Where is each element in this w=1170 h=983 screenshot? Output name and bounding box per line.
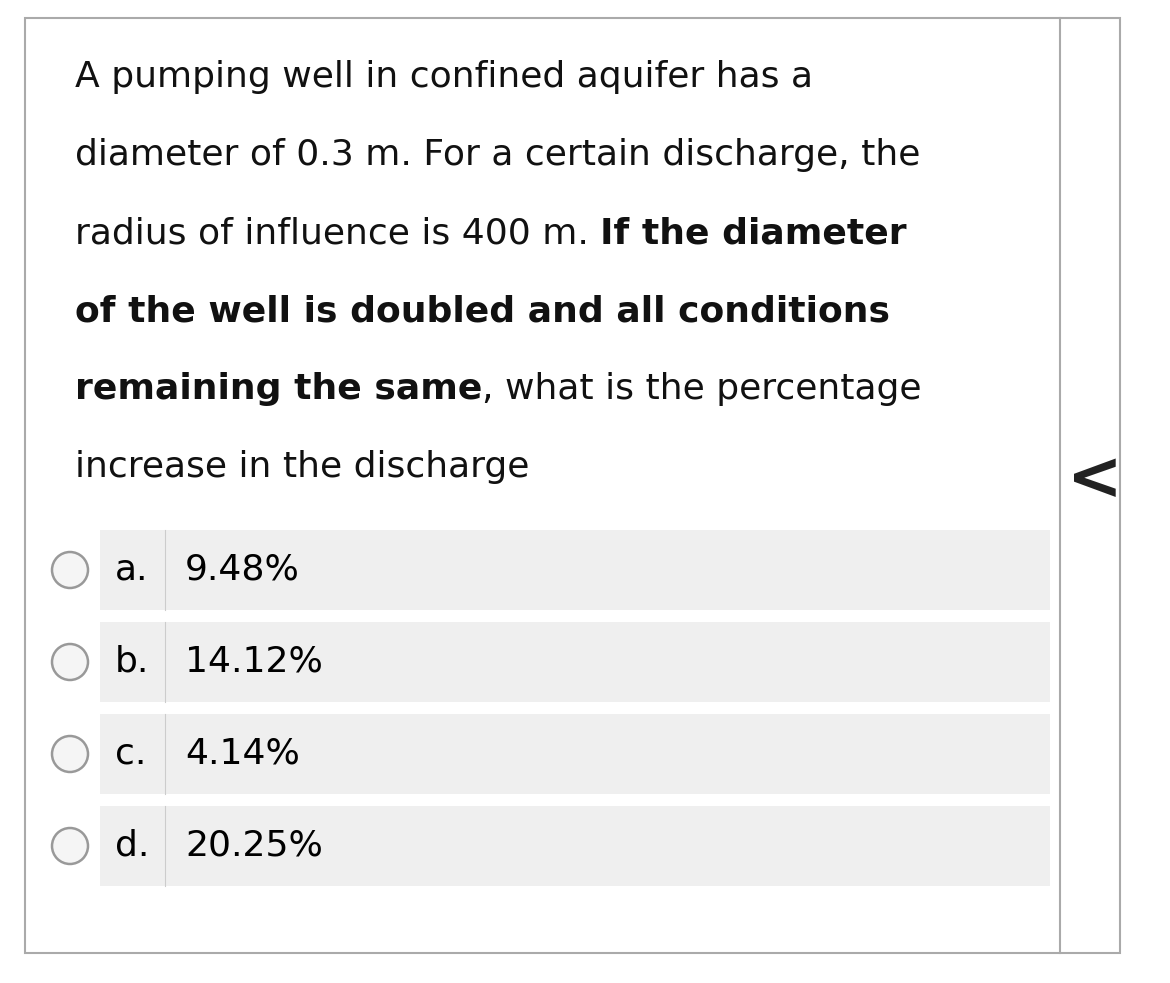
Text: , what is the percentage: , what is the percentage	[482, 372, 922, 406]
Bar	[99, 714, 1049, 794]
Text: 4.14%: 4.14%	[185, 737, 300, 771]
Text: c.: c.	[115, 737, 146, 771]
Text: increase in the discharge: increase in the discharge	[75, 450, 529, 484]
Bar	[99, 622, 1049, 702]
Text: 14.12%: 14.12%	[185, 645, 323, 679]
Circle shape	[51, 828, 88, 864]
Circle shape	[51, 736, 88, 772]
Circle shape	[51, 552, 88, 588]
Text: <: <	[1067, 447, 1123, 513]
Bar	[99, 530, 1049, 610]
Text: 9.48%: 9.48%	[185, 553, 300, 587]
Text: b.: b.	[115, 645, 150, 679]
Text: 20.25%: 20.25%	[185, 829, 323, 863]
Text: A pumping well in confined aquifer has a: A pumping well in confined aquifer has a	[75, 60, 813, 94]
Circle shape	[51, 644, 88, 680]
Text: a.: a.	[115, 553, 149, 587]
Text: of the well is doubled and all conditions: of the well is doubled and all condition…	[75, 294, 890, 328]
Text: remaining the same: remaining the same	[75, 372, 482, 406]
Text: diameter of 0.3 m. For a certain discharge, the: diameter of 0.3 m. For a certain dischar…	[75, 138, 921, 172]
Bar	[99, 806, 1049, 886]
Text: radius of influence is 400 m.: radius of influence is 400 m.	[75, 216, 600, 250]
Text: d.: d.	[115, 829, 150, 863]
Text: If the diameter: If the diameter	[600, 216, 907, 250]
